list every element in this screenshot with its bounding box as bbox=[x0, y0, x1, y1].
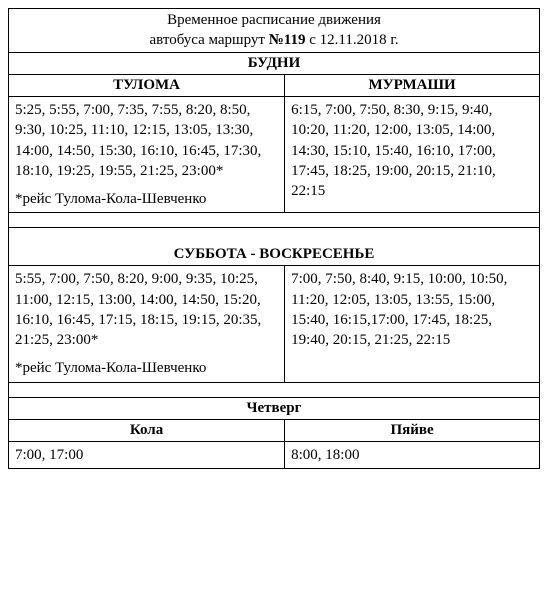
weekend-col1-times: 5:55, 7:00, 7:50, 8:20, 9:00, 9:35, 10:2… bbox=[15, 269, 278, 350]
spacer-1 bbox=[9, 213, 540, 228]
thursday-col1-times: 7:00, 17:00 bbox=[9, 441, 285, 468]
title-cell: Временное расписание движения автобуса м… bbox=[9, 9, 540, 53]
thursday-col2-header: Пяйве bbox=[285, 419, 540, 441]
weekend-label: СУББОТА - ВОСКРЕСЕНЬЕ bbox=[9, 228, 540, 266]
spacer-2 bbox=[9, 382, 540, 397]
route-number: №119 bbox=[269, 32, 306, 48]
weekend-col1-note: *рейс Тулома-Кола-Шевченко bbox=[15, 350, 278, 378]
weekdays-col1-header: ТУЛОМА bbox=[9, 75, 285, 97]
thursday-col2-times: 8:00, 18:00 bbox=[285, 441, 540, 468]
title-line1: Временное расписание движения bbox=[167, 12, 381, 28]
thursday-col1-header: Кола bbox=[9, 419, 285, 441]
weekdays-col2-header: МУРМАШИ bbox=[285, 75, 540, 97]
weekdays-label: БУДНИ bbox=[9, 53, 540, 75]
title-line2-post: с 12.11.2018 г. bbox=[305, 32, 398, 48]
title-line2-pre: автобуса маршрут bbox=[149, 32, 268, 48]
weekend-col2-times: 7:00, 7:50, 8:40, 9:15, 10:00, 10:50, 11… bbox=[285, 266, 540, 382]
thursday-label: Четверг bbox=[9, 397, 540, 419]
weekdays-col1-times: 5:25, 5:55, 7:00, 7:35, 7:55, 8:20, 8:50… bbox=[15, 100, 278, 181]
schedule-table: Временное расписание движения автобуса м… bbox=[8, 8, 540, 469]
weekdays-col1-note: *рейс Тулома-Кола-Шевченко bbox=[15, 181, 278, 209]
weekdays-col2-times: 6:15, 7:00, 7:50, 8:30, 9:15, 9:40, 10:2… bbox=[285, 97, 540, 213]
weekdays-col1: 5:25, 5:55, 7:00, 7:35, 7:55, 8:20, 8:50… bbox=[9, 97, 285, 213]
weekend-col1: 5:55, 7:00, 7:50, 8:20, 9:00, 9:35, 10:2… bbox=[9, 266, 285, 382]
